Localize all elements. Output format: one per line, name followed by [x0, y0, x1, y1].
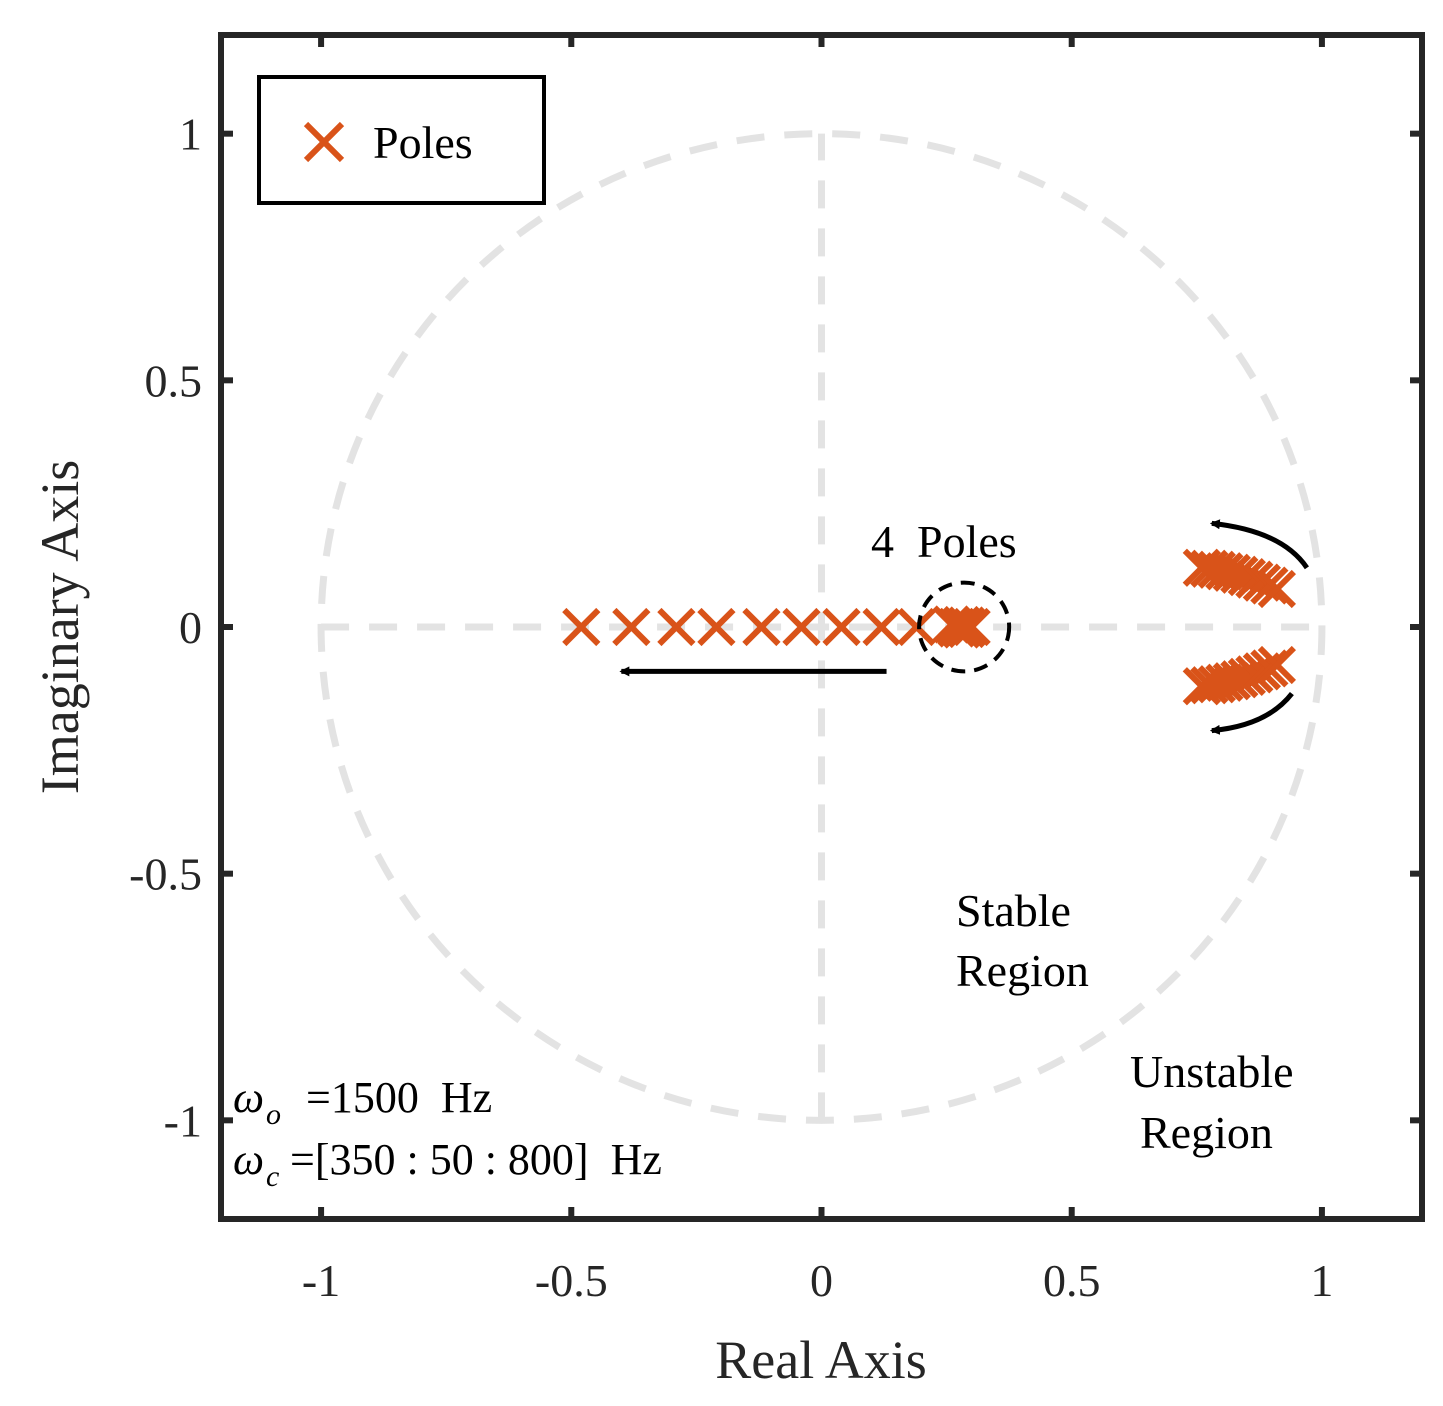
pole-marker-stroke [1205, 552, 1244, 591]
pole-marker-stroke [952, 607, 991, 647]
pole-marker [697, 607, 736, 647]
pole-marker-stroke [1227, 558, 1266, 597]
pole-marker-stroke [1220, 555, 1259, 594]
poles-series [562, 548, 1297, 706]
pole-marker [657, 607, 696, 647]
annotation-marks [619, 519, 1309, 735]
omega-o-value: =1500 Hz [306, 1073, 492, 1122]
four-poles-circle [917, 580, 1012, 674]
stable-region-label-2: Region [956, 945, 1089, 996]
legend-marker-x [303, 121, 345, 163]
omega-o-symbol: ω [233, 1073, 264, 1122]
pole-marker-stroke [862, 607, 901, 647]
x-tick-label: 1 [1310, 1255, 1333, 1306]
omega-c-parameter: ω c =[350 : 50 : 800] Hz [233, 1135, 662, 1193]
pole-marker [782, 607, 821, 647]
pole-marker-stroke [1257, 645, 1297, 685]
pole-marker-stroke [657, 607, 696, 647]
omega-c-symbol: ω [233, 1135, 264, 1184]
reference-lines [317, 130, 1326, 1124]
x-tick-label: -1 [302, 1255, 340, 1306]
pole-marker-stroke [697, 607, 736, 647]
pole-marker-stroke [897, 607, 936, 647]
omega-o-parameter: ω o =1500 Hz [233, 1073, 492, 1131]
four-poles-label: 4 Poles [871, 516, 1017, 567]
x-tick-labels: -1 -0.5 0 0.5 1 [302, 1255, 1333, 1306]
legend: Poles [257, 75, 546, 205]
pole-marker [612, 607, 651, 647]
pole-marker-stroke [782, 607, 821, 647]
omega-o-subscript: o [266, 1098, 281, 1131]
unstable-region-label-1: Unstable [1130, 1046, 1294, 1097]
y-tick-label: 0.5 [145, 355, 203, 406]
lower-curved-arrow [1209, 692, 1294, 735]
y-tick-label: 1 [179, 109, 202, 160]
x-tick-label: -0.5 [535, 1255, 608, 1306]
legend-entry-poles: Poles [373, 117, 473, 168]
upper-curved-arrow [1209, 519, 1309, 570]
pole-marker [862, 607, 901, 647]
pole-marker-stroke [1197, 550, 1236, 589]
pole-marker-stroke [742, 607, 781, 647]
x-tick-label: 0.5 [1043, 1255, 1101, 1306]
pole-marker-stroke [1242, 563, 1281, 602]
pole-marker-stroke [1212, 553, 1251, 592]
y-tick-label: -0.5 [129, 849, 202, 900]
pole-marker-stroke [1257, 569, 1297, 609]
pole-marker [1257, 645, 1297, 685]
pole-marker-stroke [822, 607, 861, 647]
pole-marker-stroke [562, 607, 601, 647]
pole-marker [562, 607, 601, 647]
x-tick-label: 0 [810, 1255, 833, 1306]
pole-marker [897, 607, 936, 647]
pole-marker [1257, 569, 1297, 609]
y-tick-label: 0 [179, 602, 202, 653]
stable-region-label-1: Stable [956, 885, 1071, 936]
omega-c-subscript: c [266, 1160, 279, 1193]
y-tick-labels: -1 -0.5 0 0.5 1 [129, 109, 202, 1147]
pole-marker [822, 607, 861, 647]
y-axis-label: Imaginary Axis [30, 460, 90, 794]
x-axis-label: Real Axis [715, 1330, 927, 1390]
axis-ticks [221, 35, 1422, 1219]
omega-c-value: =[350 : 50 : 800] Hz [290, 1135, 662, 1184]
legend-box [257, 75, 546, 205]
pole-marker [1197, 550, 1236, 589]
pole-marker [952, 607, 991, 647]
y-tick-label: -1 [164, 1095, 202, 1146]
pole-marker-stroke [612, 607, 651, 647]
pole-marker [742, 607, 781, 647]
pole-marker [1197, 665, 1236, 704]
pole-marker-stroke [1235, 560, 1274, 599]
unstable-region-label-2: Region [1140, 1107, 1273, 1158]
pole-marker-stroke [1197, 665, 1236, 704]
